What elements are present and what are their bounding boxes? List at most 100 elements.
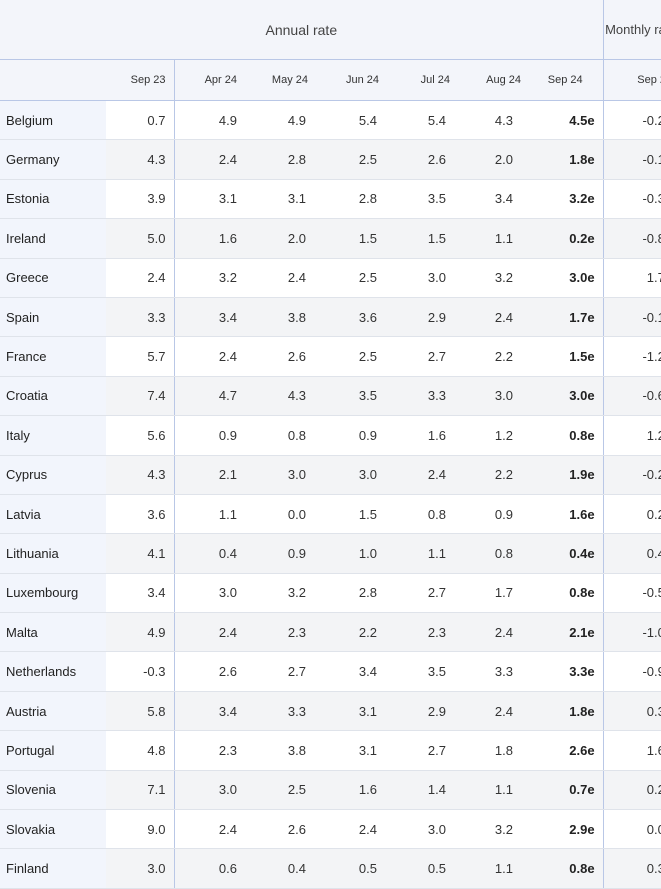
value-cell: 3.1 [245,179,316,220]
value-cell: 2.2 [458,336,529,377]
value-cell: 3.0 [387,809,458,850]
value-cell: 1.1 [458,848,529,889]
value-cell: 7.1 [106,770,175,811]
value-cell: 1.7 [458,573,529,614]
value-cell: 2.6 [174,651,245,692]
value-cell: 3.2 [458,809,529,850]
value-cell: -1.2e [603,336,661,377]
value-cell: 0.8e [529,415,604,456]
col-header-aug24: Aug 24 [458,59,529,101]
value-cell: 0.8e [529,573,604,614]
value-cell: 2.5 [316,258,387,298]
value-cell: 0.2e [603,494,661,535]
value-cell: 4.9 [245,100,316,141]
country-name: Croatia [0,376,106,417]
value-cell: 3.2 [174,258,245,298]
value-cell: 3.3e [529,651,604,692]
value-cell: -0.5e [603,573,661,614]
value-cell: 0.9 [458,494,529,535]
value-cell: 5.4 [316,100,387,141]
value-cell: 0.8 [245,415,316,456]
value-cell: 1.2 [458,415,529,456]
value-cell: 1.8 [458,730,529,771]
country-name: Spain [0,297,106,338]
country-name: Belgium [0,100,106,141]
value-cell: 2.0 [458,139,529,180]
value-cell: -0.9e [603,651,661,692]
value-cell: 2.5 [245,770,316,811]
country-name: Malta [0,612,106,653]
value-cell: 1.0 [316,533,387,574]
value-cell: 0.8 [387,494,458,535]
value-cell: 4.8 [106,730,175,771]
value-cell: 3.0 [174,573,245,614]
value-cell: 5.7 [106,336,175,377]
value-cell: 2.9 [387,691,458,732]
value-cell: 3.8 [245,297,316,338]
col-header-sep24-monthly: Sep 24 [603,59,661,101]
value-cell: 3.4 [316,651,387,692]
monthly-rate-header: Monthly rate [603,0,661,60]
value-cell: 2.6 [245,336,316,377]
value-cell: 2.6e [529,730,604,771]
value-cell: 3.6 [106,494,175,535]
value-cell: 1.5e [529,336,604,377]
value-cell: 3.8 [245,730,316,771]
value-cell: 0.0 [245,494,316,535]
country-name: France [0,336,106,377]
value-cell: 1.5 [316,218,387,259]
country-name: Greece [0,258,106,298]
value-cell: 2.4 [458,297,529,338]
value-cell: 0.4e [529,533,604,574]
value-cell: 3.5 [387,651,458,692]
country-name: Slovakia [0,809,106,850]
col-header-may24: May 24 [245,59,316,101]
value-cell: 0.9 [316,415,387,456]
country-column-header [0,59,106,101]
value-cell: 1.5 [387,218,458,259]
value-cell: 5.8 [106,691,175,732]
value-cell: 0.9 [245,533,316,574]
country-name: Italy [0,415,106,456]
value-cell: 0.5 [387,848,458,889]
value-cell: 2.3 [387,612,458,653]
value-cell: 1.5 [316,494,387,535]
value-cell: 4.7 [174,376,245,417]
value-cell: 2.2 [458,455,529,495]
value-cell: 4.3 [106,139,175,180]
value-cell: 2.6 [245,809,316,850]
value-cell: 2.7 [245,651,316,692]
value-cell: 2.3 [174,730,245,771]
country-name: Netherlands [0,651,106,692]
value-cell: 3.3 [387,376,458,417]
value-cell: 1.7e [603,258,661,298]
col-header-jun24: Jun 24 [316,59,387,101]
value-cell: 2.2 [316,612,387,653]
value-cell: 1.6 [174,218,245,259]
value-cell: 3.0e [529,376,604,417]
value-cell: 3.0 [316,455,387,495]
country-name: Latvia [0,494,106,535]
value-cell: 1.6 [316,770,387,811]
value-cell: -0.1e [603,139,661,180]
value-cell: 4.3 [245,376,316,417]
value-cell: 1.1 [458,218,529,259]
value-cell: 3.5 [316,376,387,417]
value-cell: 0.7 [106,100,175,141]
table-body: Belgium0.74.94.95.45.44.34.5e-0.2eGerman… [0,100,661,889]
country-name: Germany [0,139,106,180]
table-row: Netherlands-0.32.62.73.43.53.33.3e-0.9e [0,651,661,692]
value-cell: 0.2e [529,218,604,259]
country-name: Lithuania [0,533,106,574]
value-cell: 3.0 [387,258,458,298]
value-cell: 1.6e [603,730,661,771]
value-cell: 2.4 [174,336,245,377]
col-header-apr24: Apr 24 [174,59,245,101]
